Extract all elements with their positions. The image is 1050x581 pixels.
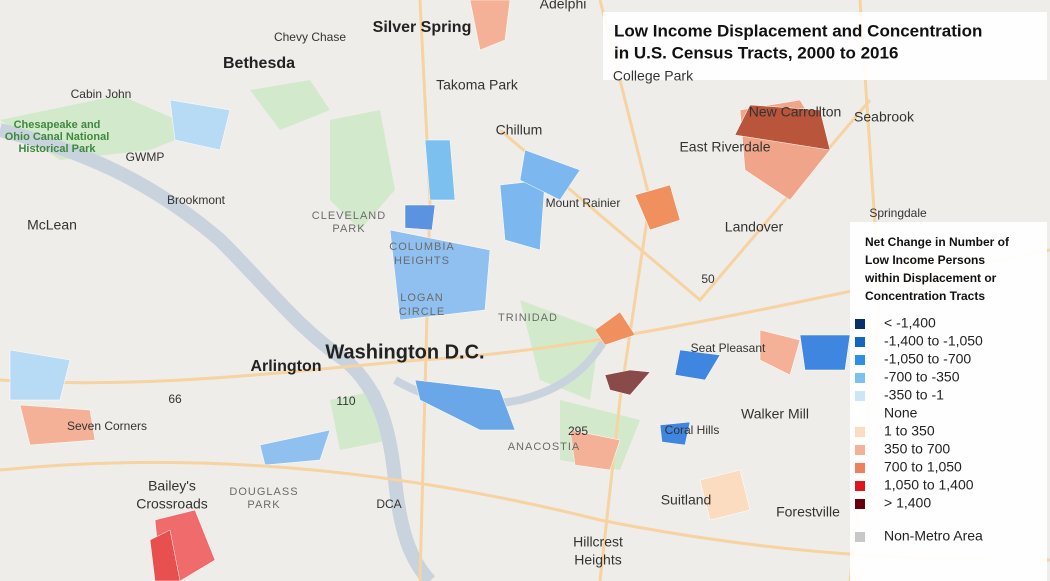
place-label: CLEVELAND (312, 210, 386, 222)
place-label: Walker Mill (741, 406, 809, 422)
legend-label: 1,050 to 1,400 (884, 477, 974, 493)
place-label: 50 (701, 272, 715, 286)
legend-swatch (855, 319, 865, 329)
place-label: Silver Spring (373, 19, 472, 36)
place-label: Chillum (496, 122, 543, 138)
place-label: Ohio Canal National (5, 131, 110, 143)
legend-swatch (855, 337, 865, 347)
legend-label: -1,400 to -1,050 (884, 333, 983, 349)
legend-label: < -1,400 (884, 315, 936, 331)
place-label: Heights (574, 552, 621, 568)
legend-label: 350 to 700 (884, 441, 950, 457)
place-label: Takoma Park (436, 77, 519, 93)
place-label: Suitland (661, 492, 712, 508)
place-label: DCA (376, 497, 401, 511)
place-label: New Carrollton (749, 104, 842, 120)
legend-label: > 1,400 (884, 495, 931, 511)
place-label: 110 (336, 394, 355, 408)
place-label: Adelphi (540, 0, 587, 12)
legend-swatch (855, 445, 865, 455)
place-label: Landover (725, 219, 784, 235)
place-label: Forestville (776, 504, 840, 520)
place-label: Seabrook (854, 109, 915, 125)
census-tracts (9, 0, 941, 581)
place-label: ANACOSTIA (508, 441, 581, 453)
place-label: Seat Pleasant (691, 341, 766, 355)
legend-title: Low Income Persons (865, 253, 985, 267)
legend-swatch (855, 391, 865, 401)
place-labels: Silver Spring Chevy Chase Bethesda Adelphi T… (5, 0, 927, 568)
place-label: 295 (568, 424, 588, 438)
legend-label: -350 to -1 (884, 387, 944, 403)
place-label: TRINIDAD (498, 312, 558, 324)
place-label: East Riverdale (679, 139, 770, 155)
place-label: Coral Hills (665, 423, 720, 437)
place-label: Hillcrest (573, 534, 623, 550)
place-label: 66 (168, 392, 182, 406)
place-label: Bethesda (223, 55, 295, 72)
legend-swatch (855, 532, 865, 542)
legend-label: -700 to -350 (884, 369, 960, 385)
legend-swatch (855, 499, 865, 509)
map-title: in U.S. Census Tracts, 2000 to 2016 (614, 43, 898, 62)
legend-swatch (855, 409, 865, 419)
place-label: Bailey's (148, 478, 196, 494)
place-label: Brookmont (167, 193, 226, 207)
place-label: Washington D.C. (325, 341, 484, 363)
place-label: Crossroads (136, 496, 208, 512)
place-label: PARK (247, 499, 280, 511)
title-box (603, 12, 1047, 80)
place-label: Historical Park (18, 143, 96, 155)
place-label: CIRCLE (399, 306, 445, 318)
legend-label: None (884, 405, 918, 421)
place-label: Cabin John (71, 87, 132, 101)
legend-title: Concentration Tracts (865, 289, 985, 303)
place-label: GWMP (126, 150, 165, 164)
legend-swatch (855, 463, 865, 473)
place-label: HEIGHTS (394, 255, 450, 267)
place-label: McLean (27, 217, 77, 233)
place-label: LOGAN (400, 292, 444, 304)
place-label: Arlington (250, 358, 321, 375)
place-label: DOUGLASS (229, 486, 298, 498)
place-label: College Park (613, 68, 694, 84)
legend-swatch (855, 373, 865, 383)
place-label: Springdale (869, 206, 927, 220)
legend: Net Change in Number of Low Income Person… (855, 235, 1010, 544)
legend-label: -1,050 to -700 (884, 351, 971, 367)
place-label: Mount Rainier (546, 196, 621, 210)
legend-swatch (855, 355, 865, 365)
legend-box (850, 222, 1047, 581)
legend-label: Non-Metro Area (884, 528, 983, 544)
legend-label: 1 to 350 (884, 423, 935, 439)
legend-swatch (855, 481, 865, 491)
legend-title: Net Change in Number of (865, 235, 1010, 249)
place-label: Seven Corners (67, 419, 147, 433)
map-title: Low Income Displacement and Concentratio… (614, 21, 982, 40)
place-label: Chevy Chase (274, 30, 346, 44)
place-label: Chesapeake and (14, 119, 101, 131)
place-label: PARK (332, 223, 365, 235)
legend-swatch (855, 427, 865, 437)
legend-label: 700 to 1,050 (884, 459, 962, 475)
place-label: COLUMBIA (389, 241, 454, 253)
legend-title: within Displacement or (864, 271, 997, 285)
